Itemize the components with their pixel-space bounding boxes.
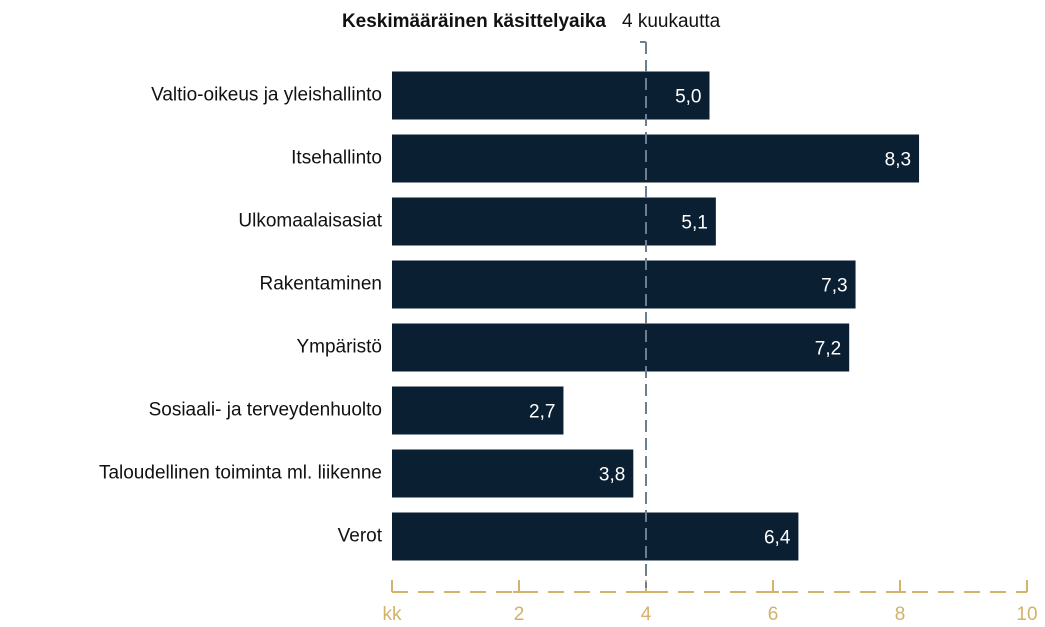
x-tick-label: 2 <box>514 604 525 625</box>
y-tick-label: Ulkomaalaisasiat <box>238 211 382 232</box>
bar <box>392 386 564 435</box>
y-tick-label: Verot <box>338 526 383 547</box>
x-tick-label: 10 <box>1016 604 1037 625</box>
bar <box>392 323 850 372</box>
bar <box>392 260 856 309</box>
value-label: 7,2 <box>815 339 841 360</box>
reference-label: Keskimääräinen käsittelyaika <box>342 11 606 32</box>
x-tick-label: kk <box>383 604 403 625</box>
x-tick-label: 8 <box>895 604 906 625</box>
x-tick-label: 6 <box>768 604 779 625</box>
y-tick-label: Rakentaminen <box>259 274 382 295</box>
value-label: 3,8 <box>599 465 625 486</box>
value-label: 5,1 <box>681 213 707 234</box>
y-tick-label: Itsehallinto <box>291 148 382 169</box>
value-label: 7,3 <box>821 276 847 297</box>
reference-value-label: 4 kuukautta <box>622 11 721 32</box>
value-label: 6,4 <box>764 528 791 549</box>
bar <box>392 134 920 183</box>
y-tick-label: Ympäristö <box>296 337 382 358</box>
bar <box>392 197 716 246</box>
value-label: 2,7 <box>529 402 555 423</box>
x-tick-label: 4 <box>641 604 652 625</box>
bar <box>392 71 710 120</box>
y-tick-label: Taloudellinen toiminta ml. liikenne <box>99 463 382 484</box>
value-label: 5,0 <box>675 87 701 108</box>
bar <box>392 449 634 498</box>
bar <box>392 512 799 561</box>
y-tick-label: Valtio-oikeus ja yleishallinto <box>151 85 382 106</box>
value-label: 8,3 <box>885 150 911 171</box>
y-tick-label: Sosiaali- ja terveydenhuolto <box>149 400 382 421</box>
